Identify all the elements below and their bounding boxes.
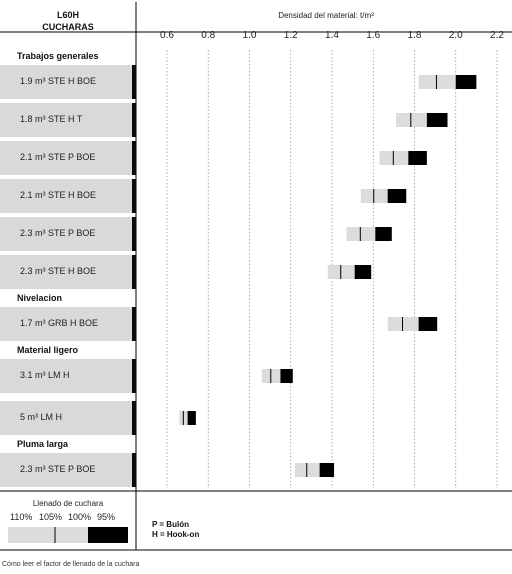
row-band-0-0	[0, 65, 136, 99]
x-tick-label: 1.2	[283, 30, 298, 41]
row-band-3-0	[0, 401, 136, 435]
group-title: Pluma larga	[17, 439, 69, 449]
bar-dark-0-4	[375, 227, 392, 241]
row-band-0-4	[0, 217, 136, 251]
header-line-2: CUCHARAS	[42, 22, 94, 32]
legend-pct-105: 105%	[39, 512, 63, 522]
legend-bar-dark	[88, 527, 128, 543]
row-band-0-5	[0, 255, 136, 289]
legend-pct-95: 95%	[97, 512, 116, 522]
bar-dark-0-3	[387, 189, 407, 203]
bar-light-0-5	[327, 265, 355, 279]
bar-light-0-2	[379, 151, 409, 165]
row-marker-0-2	[132, 141, 136, 175]
row-marker-0-4	[132, 217, 136, 251]
row-label: 2.3 m³ STE P BOE	[20, 464, 96, 474]
x-tick-label: 0.6	[160, 30, 174, 41]
x-tick-label: 1.6	[366, 30, 381, 41]
x-tick-label: 2.0	[448, 30, 463, 41]
row-marker-1-0	[132, 307, 136, 341]
x-axis-title: Densidad del material: t/m³	[278, 11, 374, 20]
bar-dark-0-1	[426, 113, 448, 127]
row-label: 2.3 m³ STE H BOE	[20, 266, 97, 276]
row-band-1-0	[0, 307, 136, 341]
group-title: Nivelacion	[17, 293, 63, 303]
row-marker-4-0	[132, 453, 136, 487]
bar-light-1-0	[387, 317, 419, 331]
x-tick-label: 1.4	[325, 30, 339, 41]
bar-dark-0-0	[455, 75, 477, 89]
row-marker-0-5	[132, 255, 136, 289]
row-band-4-0	[0, 453, 136, 487]
x-tick-label: 2.2	[490, 30, 504, 41]
bar-dark-0-5	[354, 265, 372, 279]
row-marker-2-0	[132, 359, 136, 393]
bar-dark-2-0	[280, 369, 293, 383]
row-marker-0-1	[132, 103, 136, 137]
x-tick-label: 1.8	[407, 30, 422, 41]
group-title: Trabajos generales	[17, 51, 99, 61]
group-title: Material ligero	[17, 345, 79, 355]
row-band-2-0	[0, 359, 136, 393]
row-label: 3.1 m³ LM H	[20, 370, 70, 380]
row-label: 1.9 m³ STE H BOE	[20, 76, 97, 86]
x-tick-label: 0.8	[201, 30, 216, 41]
bar-dark-1-0	[418, 317, 438, 331]
header: L60H CUCHARAS	[0, 9, 136, 33]
bar-light-0-4	[346, 227, 376, 241]
bar-light-0-3	[360, 189, 388, 203]
row-label: 2.3 m³ STE P BOE	[20, 228, 96, 238]
legend-pct-110: 110%	[10, 512, 33, 522]
legend-title: Llenado de cuchara	[32, 499, 104, 508]
bar-light-0-0	[418, 75, 456, 89]
legend-bar-light	[8, 527, 88, 543]
bar-dark-4-0	[319, 463, 335, 477]
x-tick-label: 1.0	[242, 30, 257, 41]
row-label: 1.7 m³ GRB H BOE	[20, 318, 99, 328]
row-band-0-1	[0, 103, 136, 137]
footer-note: Cómo leer el factor de llenado de la cuc…	[2, 561, 140, 568]
bar-dark-0-2	[408, 151, 427, 165]
row-marker-0-0	[132, 65, 136, 99]
row-band-0-2	[0, 141, 136, 175]
bar-light-0-1	[395, 113, 427, 127]
row-label: 5 m³ LM H	[20, 412, 63, 422]
row-label: 2.1 m³ STE H BOE	[20, 190, 97, 200]
row-marker-0-3	[132, 179, 136, 213]
legend-key-h: H = Hook-on	[152, 530, 200, 539]
row-marker-3-0	[132, 401, 136, 435]
legend-key-p: P = Bulón	[152, 520, 189, 529]
row-label: 1.8 m³ STE H T	[20, 114, 83, 124]
legend-pct-100: 100%	[68, 512, 92, 522]
row-band-0-3	[0, 179, 136, 213]
header-line-1: L60H	[56, 10, 79, 20]
row-label: 2.1 m³ STE P BOE	[20, 152, 96, 162]
bar-dark-3-0	[187, 411, 196, 425]
